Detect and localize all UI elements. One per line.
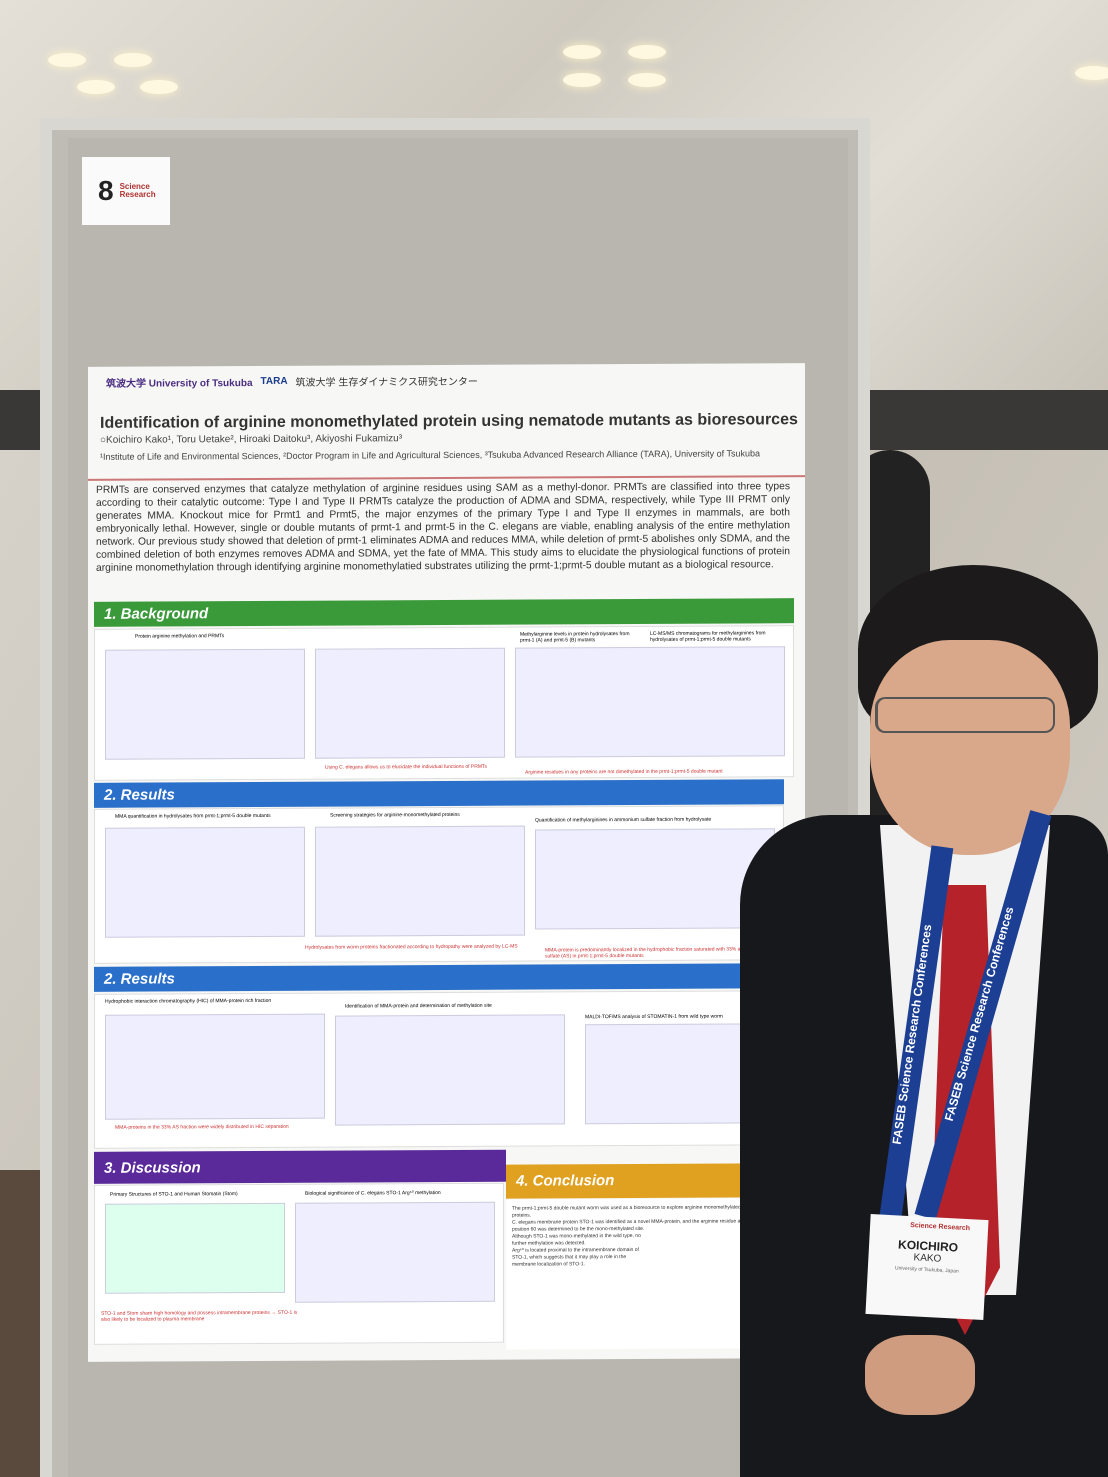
ceiling-light (563, 73, 601, 87)
figure (315, 647, 505, 759)
ceiling-light (1075, 66, 1108, 80)
figure (105, 826, 305, 938)
poster-abstract: PRMTs are conserved enzymes that catalyz… (96, 481, 790, 574)
panel-title: Primary Structures of STO-1 and Human St… (110, 1191, 238, 1198)
conclusion-point: The prmt-1;prmt-5 double mutant worm was… (512, 1204, 741, 1219)
ceiling-light (48, 53, 86, 67)
tara-subtitle: 筑波大学 生存ダイナミクス研究センター (295, 376, 478, 389)
hand (865, 1335, 975, 1415)
caption: MMA-proteins in the 33% AS fraction were… (115, 1123, 289, 1131)
tara-logo: TARA (260, 375, 288, 387)
ceiling-light (628, 45, 666, 59)
ceiling-light (77, 80, 115, 94)
poster-number-card: 8 Science Research (82, 157, 170, 225)
section-conclusion: 4. Conclusion (506, 1163, 756, 1199)
section-results: 2. Results (94, 779, 784, 808)
section-background: 1. Background (94, 598, 794, 627)
figure (105, 648, 305, 760)
poster-affiliations: ¹Institute of Life and Environmental Sci… (100, 448, 760, 462)
section-discussion: 3. Discussion (94, 1149, 506, 1184)
caption: Hydrolysates from worm proteins fraction… (305, 943, 518, 951)
panel-title: MMA quantification in hydrolysates from … (115, 812, 271, 820)
sequence-alignment (105, 1202, 285, 1294)
panel-title: Screening strategies for arginine-monome… (330, 811, 460, 819)
badge-logo: Science Research (909, 1222, 971, 1233)
section-results-2: 2. Results (94, 963, 754, 992)
name-badge: Science Research KOICHIRO KAKO Universit… (865, 1213, 989, 1321)
presenter: FASEB Science Research Conferences FASEB… (740, 565, 1108, 1477)
ceiling-light (563, 45, 601, 59)
panel-title: MALDI-TOF/MS analysis of STOMATIN-1 from… (585, 1013, 723, 1021)
caption: Arginine residues in any proteins are no… (525, 768, 723, 776)
glasses (875, 697, 1055, 733)
caption: STO-1 and Stom share high homology and p… (101, 1309, 298, 1323)
figure (535, 828, 775, 930)
divider (88, 475, 805, 481)
panel-title: Biological significance of C. elegans ST… (305, 1190, 441, 1197)
figure (295, 1201, 495, 1303)
figure (315, 825, 525, 937)
poster-title: Identification of arginine monomethylate… (100, 411, 798, 432)
panel-title: Hydrophobic interaction chromatography (… (105, 997, 272, 1005)
discussion-panel: Primary Structures of STO-1 and Human St… (94, 1182, 504, 1345)
ceiling-light (628, 73, 666, 87)
poster-number: 8 (98, 175, 114, 206)
figure (105, 1013, 325, 1120)
panel-title: Methylarginine levels in protein hydroly… (520, 631, 630, 644)
ceiling-light (114, 53, 152, 67)
figure (335, 1014, 565, 1126)
conclusion-panel: The prmt-1;prmt-5 double mutant worm was… (506, 1198, 758, 1350)
conference-logo: Science Research (119, 182, 156, 199)
background-panel: Protein arginine methylation and PRMTs M… (94, 625, 794, 781)
panel-title: Identification of MMA-protein and determ… (345, 1002, 492, 1010)
caption: Using C. elegans allows us to elucidate … (325, 763, 488, 771)
poster-authors: ○Koichiro Kako¹, Toru Uetake², Hiroaki D… (100, 433, 403, 446)
conclusion-point: Arg⁶⁰ is located proximal to the intrame… (512, 1246, 639, 1268)
university-logo: 筑波大学 University of Tsukuba (106, 378, 253, 390)
panel-title: Quantification of methylarginines in amm… (535, 816, 712, 824)
results-panel-2: Hydrophobic interaction chromatography (… (94, 990, 784, 1149)
results-panel: MMA quantification in hydrolysates from … (94, 805, 784, 964)
poster-logos: 筑波大学 University of Tsukuba TARA 筑波大学 生存ダ… (106, 373, 478, 390)
ceiling-light (140, 80, 178, 94)
poster: 筑波大学 University of Tsukuba TARA 筑波大学 生存ダ… (88, 363, 805, 1362)
conclusion-point: Although STO-1 was mono-methylated in th… (512, 1232, 641, 1247)
conclusion-point: C. elegans membrane protein STO-1 was id… (512, 1218, 742, 1233)
panel-title: Protein arginine methylation and PRMTs (135, 633, 225, 640)
